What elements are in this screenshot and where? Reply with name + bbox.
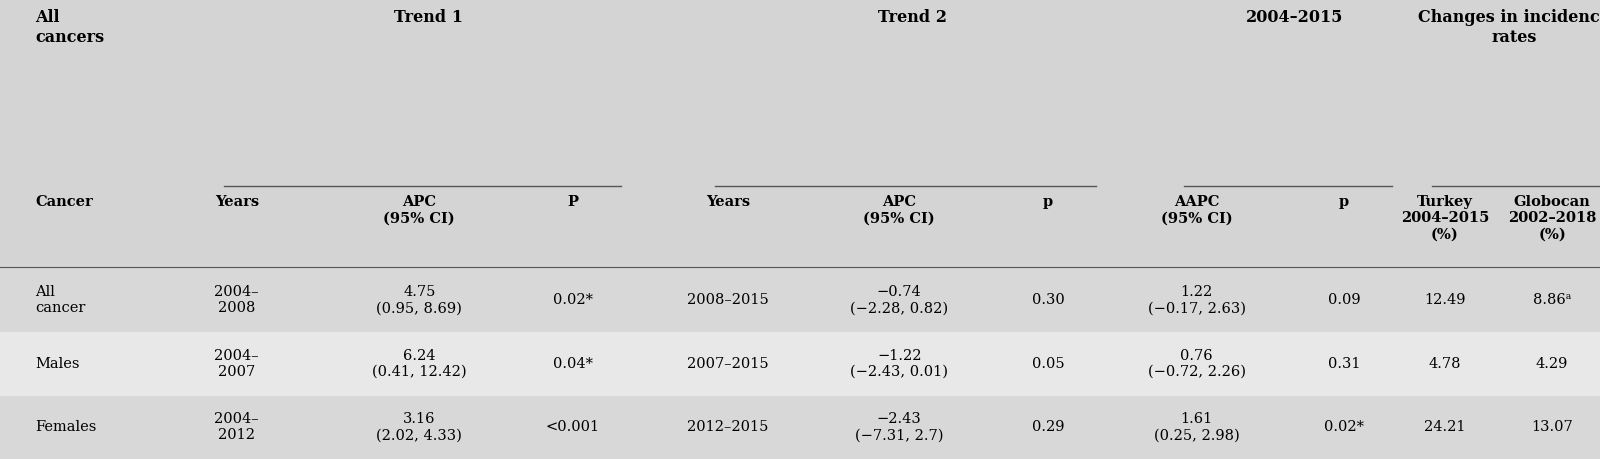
- Text: Years: Years: [214, 195, 259, 209]
- Text: Trend 1: Trend 1: [394, 9, 464, 26]
- Text: 2007–2015: 2007–2015: [686, 357, 770, 371]
- Text: <0.001: <0.001: [546, 420, 600, 434]
- Text: −0.74
(−2.28, 0.82): −0.74 (−2.28, 0.82): [850, 285, 949, 315]
- Text: Females: Females: [35, 420, 96, 434]
- Text: 4.78: 4.78: [1429, 357, 1461, 371]
- Text: 0.29: 0.29: [1032, 420, 1064, 434]
- Text: Trend 2: Trend 2: [877, 9, 947, 26]
- Text: Turkey
2004–2015
(%): Turkey 2004–2015 (%): [1400, 195, 1490, 241]
- Text: 0.09: 0.09: [1328, 293, 1360, 307]
- Text: Years: Years: [706, 195, 750, 209]
- Text: 4.75
(0.95, 8.69): 4.75 (0.95, 8.69): [376, 285, 462, 315]
- Text: 8.86ᵃ: 8.86ᵃ: [1533, 293, 1571, 307]
- Text: 0.02*: 0.02*: [1325, 420, 1363, 434]
- Text: Cancer: Cancer: [35, 195, 93, 209]
- Text: 13.07: 13.07: [1531, 420, 1573, 434]
- Text: 24.21: 24.21: [1424, 420, 1466, 434]
- Text: 2004–
2008: 2004– 2008: [214, 285, 259, 315]
- Text: 3.16
(2.02, 4.33): 3.16 (2.02, 4.33): [376, 412, 462, 442]
- Text: 2004–
2007: 2004– 2007: [214, 349, 259, 379]
- Text: −2.43
(−7.31, 2.7): −2.43 (−7.31, 2.7): [854, 412, 944, 442]
- Text: 0.04*: 0.04*: [554, 357, 592, 371]
- Text: 2004–2015: 2004–2015: [1246, 9, 1342, 26]
- Text: APC
(95% CI): APC (95% CI): [864, 195, 934, 225]
- Bar: [0, 332, 1600, 396]
- Text: All
cancer: All cancer: [35, 285, 85, 315]
- Text: Males: Males: [35, 357, 80, 371]
- Text: 0.76
(−0.72, 2.26): 0.76 (−0.72, 2.26): [1147, 349, 1246, 379]
- Bar: [0, 269, 1600, 332]
- Text: P: P: [568, 195, 578, 209]
- Text: p: p: [1043, 195, 1053, 209]
- Text: 0.02*: 0.02*: [554, 293, 592, 307]
- Text: 1.61
(0.25, 2.98): 1.61 (0.25, 2.98): [1154, 412, 1240, 442]
- Text: Changes in incidence
rates: Changes in incidence rates: [1419, 9, 1600, 46]
- Bar: [0, 396, 1600, 459]
- Text: 0.30: 0.30: [1032, 293, 1064, 307]
- Text: 1.22
(−0.17, 2.63): 1.22 (−0.17, 2.63): [1147, 285, 1246, 315]
- Text: 2008–2015: 2008–2015: [686, 293, 770, 307]
- Text: 0.31: 0.31: [1328, 357, 1360, 371]
- Text: 12.49: 12.49: [1424, 293, 1466, 307]
- Text: 0.05: 0.05: [1032, 357, 1064, 371]
- Text: APC
(95% CI): APC (95% CI): [384, 195, 454, 225]
- Text: 2004–
2012: 2004– 2012: [214, 412, 259, 442]
- Text: All
cancers: All cancers: [35, 9, 104, 46]
- Text: 2012–2015: 2012–2015: [688, 420, 768, 434]
- Text: AAPC
(95% CI): AAPC (95% CI): [1162, 195, 1232, 225]
- Bar: [0, 0, 1600, 269]
- Text: 6.24
(0.41, 12.42): 6.24 (0.41, 12.42): [371, 349, 467, 379]
- Text: p: p: [1339, 195, 1349, 209]
- Text: −1.22
(−2.43, 0.01): −1.22 (−2.43, 0.01): [850, 349, 949, 379]
- Text: Globocan
2002–2018
(%): Globocan 2002–2018 (%): [1507, 195, 1597, 241]
- Text: 4.29: 4.29: [1536, 357, 1568, 371]
